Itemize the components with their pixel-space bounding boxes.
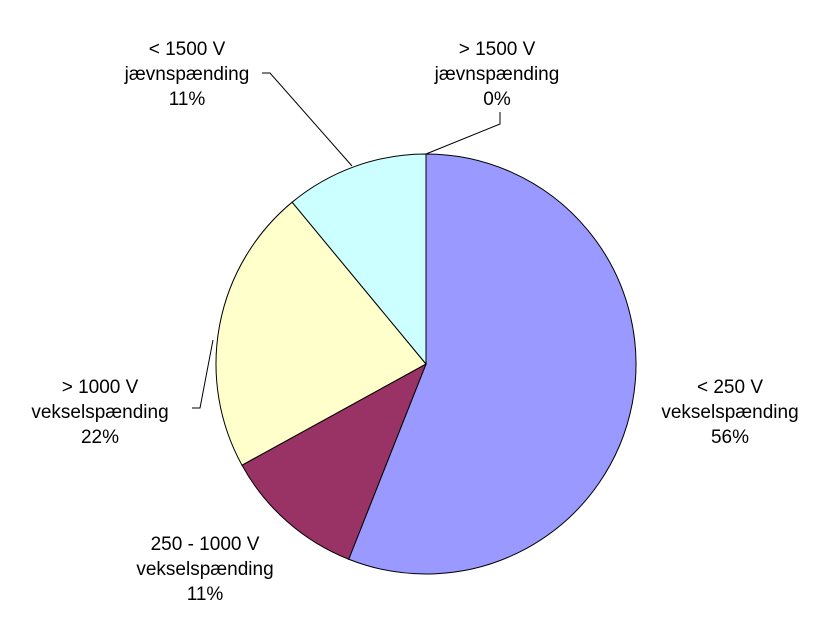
pie-slice — [241, 362, 427, 560]
value-label: 11% — [186, 584, 224, 605]
slice-label: 250 - 1000 V vekselspænding 11% — [95, 532, 315, 607]
category-label: < 1500 V jævnspænding — [124, 39, 250, 85]
pie-slice — [215, 201, 427, 466]
value-label: 56% — [710, 427, 750, 448]
category-label: > 1000 V vekselspænding — [31, 377, 169, 423]
leader-line — [262, 72, 353, 167]
pie-slice — [348, 153, 637, 575]
slice-label: < 1500 V jævnspænding 11% — [77, 37, 297, 112]
pie-slice — [291, 153, 427, 366]
category-label: > 1500 V jævnspænding — [434, 39, 560, 85]
slice-label: < 250 V vekselspænding 56% — [620, 375, 823, 450]
value-label: 0% — [483, 89, 511, 110]
slice-label: > 1000 V vekselspænding 22% — [0, 375, 210, 450]
leader-line — [192, 339, 214, 409]
value-label: 11% — [168, 89, 206, 110]
value-label: 22% — [80, 427, 120, 448]
leader-line — [425, 112, 501, 155]
slice-label: > 1500 V jævnspænding 0% — [387, 37, 607, 112]
category-label: < 250 V vekselspænding — [661, 377, 799, 423]
category-label: 250 - 1000 V vekselspænding — [136, 534, 274, 580]
